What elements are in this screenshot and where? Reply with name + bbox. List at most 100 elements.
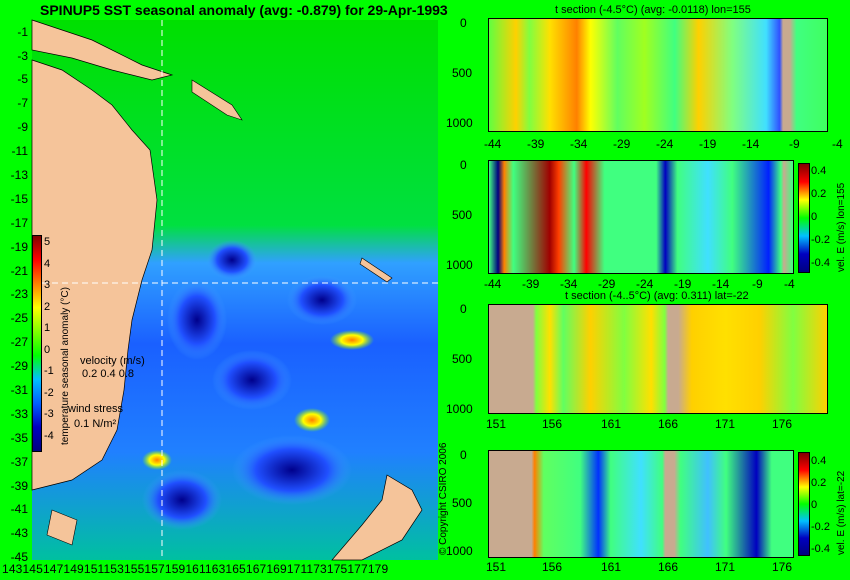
lat-tick: -37 bbox=[10, 455, 28, 469]
panel2-colorbar bbox=[798, 163, 810, 273]
cbar-tick: -3 bbox=[44, 408, 54, 420]
lat-tick: -9 bbox=[17, 120, 28, 134]
velocity-scale: 0.2 0.4 0.8 bbox=[82, 368, 134, 380]
panel2-side-label: vel. E (m/s) lon=155 bbox=[836, 182, 847, 272]
lat-tick: -19 bbox=[10, 240, 28, 254]
panel4-colorbar bbox=[798, 452, 810, 556]
panel4-cbar-tick: 0.2 bbox=[811, 477, 827, 489]
lat-tick: -27 bbox=[10, 335, 28, 349]
warm-anomaly bbox=[142, 450, 172, 470]
warm-anomaly bbox=[330, 330, 374, 350]
lat-tick: -33 bbox=[10, 407, 28, 421]
velocity-label: velocity (m/s) bbox=[80, 355, 145, 367]
wind-scale: 0.1 N/m² bbox=[74, 418, 117, 430]
panel2-xtick: -24 bbox=[636, 277, 654, 291]
cbar-tick: 1 bbox=[44, 322, 51, 334]
panel2-xtick: -34 bbox=[560, 277, 578, 291]
lat-tick: -35 bbox=[10, 431, 28, 445]
panel1-ytick: 0 bbox=[460, 16, 467, 30]
new-zealand-land bbox=[331, 474, 423, 561]
panel3-ytick: 500 bbox=[452, 352, 473, 366]
panel2-cbar-tick: -0.2 bbox=[811, 234, 830, 246]
lat-tick: -11 bbox=[11, 144, 28, 158]
panel2-xtick: -39 bbox=[522, 277, 540, 291]
lat-tick: -21 bbox=[10, 264, 28, 278]
panel4-cbar-ticks: 0.4 0.2 0 -0.2 -0.4 bbox=[811, 450, 830, 560]
panel4-cbar-tick: -0.4 bbox=[811, 543, 830, 555]
lat-tick: -5 bbox=[17, 72, 28, 86]
panel1-ytick: 1000 bbox=[446, 116, 473, 130]
map-title: SPINUP5 SST seasonal anomaly (avg: -0.87… bbox=[40, 2, 448, 18]
panel4-xtick: 171 bbox=[715, 560, 736, 574]
panel1-xtick: -34 bbox=[570, 137, 588, 151]
panel3-xtick: 166 bbox=[658, 417, 679, 431]
panel1-xtick: -9 bbox=[789, 137, 800, 151]
cold-eddy bbox=[287, 275, 357, 325]
lat-tick: -23 bbox=[10, 287, 28, 301]
panel2-section bbox=[488, 160, 794, 274]
temp-colorbar bbox=[32, 235, 42, 452]
panel4-section bbox=[488, 450, 794, 558]
australia-land bbox=[31, 59, 158, 491]
panel4-ytick: 0 bbox=[460, 448, 467, 462]
panel1-xtick: -39 bbox=[527, 137, 545, 151]
panel2-xtick: -4 bbox=[784, 277, 795, 291]
lat-tick: -13 bbox=[10, 168, 28, 182]
panel2-xtick: -9 bbox=[752, 277, 763, 291]
panel2-cbar-tick: -0.4 bbox=[811, 257, 830, 269]
panel4-xtick: 166 bbox=[658, 560, 679, 574]
panel3-title: t section (-4..5°C) (avg: 0.311) lat=-22 bbox=[565, 290, 749, 302]
lat-tick: -29 bbox=[10, 359, 28, 373]
panel3-ytick: 0 bbox=[460, 302, 467, 316]
new-guinea-land bbox=[31, 19, 174, 81]
solomon-islands bbox=[191, 79, 243, 121]
cold-eddy bbox=[212, 350, 292, 410]
panel4-cbar-tick: -0.2 bbox=[811, 521, 830, 533]
panel4-xtick: 151 bbox=[486, 560, 507, 574]
new-caledonia bbox=[359, 257, 393, 283]
cbar-tick: 0 bbox=[44, 343, 51, 356]
panel1-xtick: -44 bbox=[484, 137, 502, 151]
panel2-ytick: 1000 bbox=[446, 258, 473, 272]
panel1-xtick: -4 bbox=[832, 137, 843, 151]
panel2-cbar-ticks: 0.4 0.2 0 -0.2 -0.4 bbox=[811, 160, 830, 275]
panel3-xtick: 161 bbox=[601, 417, 622, 431]
panel3-xtick: 151 bbox=[486, 417, 507, 431]
cbar-tick: 4 bbox=[44, 257, 51, 270]
panel2-cbar-tick: 0.4 bbox=[811, 165, 827, 177]
panel1-section bbox=[488, 18, 828, 132]
panel1-xtick: -24 bbox=[656, 137, 674, 151]
lat-tick: -39 bbox=[10, 479, 28, 493]
lat-tick: -25 bbox=[10, 311, 28, 325]
colorbar-ticks: 5 4 3 2 1 0 -1 -2 -3 -4 bbox=[44, 232, 54, 447]
lat-tick: -3 bbox=[17, 49, 28, 63]
sst-map bbox=[31, 19, 438, 561]
cbar-tick: -4 bbox=[44, 429, 54, 442]
cold-eddy bbox=[207, 240, 257, 280]
lat-tick: -31 bbox=[10, 383, 28, 397]
cbar-tick: 5 bbox=[44, 236, 51, 248]
panel3-section bbox=[488, 304, 828, 414]
warm-anomaly bbox=[294, 408, 330, 432]
cold-eddy bbox=[142, 470, 222, 530]
panel1-xtick: -29 bbox=[613, 137, 631, 151]
lat-tick: -43 bbox=[10, 526, 28, 540]
panel4-xtick: 156 bbox=[542, 560, 563, 574]
panel4-cbar-tick: 0 bbox=[811, 499, 818, 511]
panel2-xtick: -44 bbox=[484, 277, 502, 291]
cbar-tick: -2 bbox=[44, 386, 54, 399]
copyright: © Copyright CSIRO 2006 bbox=[438, 442, 449, 555]
wind-label: wind stress bbox=[68, 403, 124, 415]
panel4-cbar-tick: 0.4 bbox=[811, 455, 827, 467]
panel2-cbar-tick: 0.2 bbox=[811, 188, 827, 200]
lat-tick: -17 bbox=[10, 216, 28, 230]
cbar-tick: -1 bbox=[44, 365, 54, 377]
lat-tick: -1 bbox=[17, 25, 28, 39]
panel3-xtick: 171 bbox=[715, 417, 736, 431]
panel3-ytick: 1000 bbox=[446, 402, 473, 416]
panel4-xtick: 161 bbox=[601, 560, 622, 574]
cbar-tick: 2 bbox=[44, 300, 51, 313]
panel1-xtick: -14 bbox=[742, 137, 760, 151]
tasmania-land bbox=[46, 509, 78, 546]
lon-axis-labels: 1431451471491511531551571591611631651671… bbox=[2, 562, 389, 576]
